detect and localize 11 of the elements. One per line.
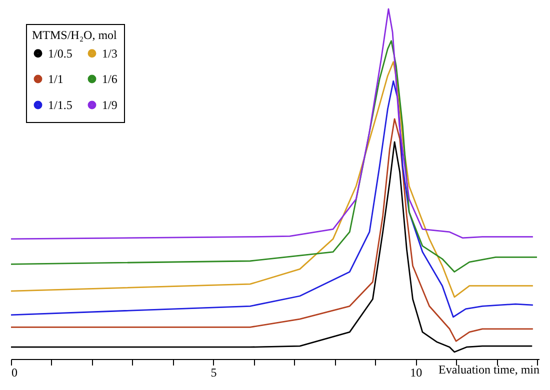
- legend-label: 1/1.5: [48, 98, 72, 112]
- x-tick-label: 5: [210, 366, 217, 380]
- legend-label: 1/9: [102, 98, 118, 112]
- x-tick-label: 0: [12, 366, 18, 380]
- legend-label: 1/0.5: [48, 46, 72, 60]
- legend-label: 1/1: [48, 72, 64, 86]
- legend-title: MTMS/H₂O, mol: [32, 28, 118, 42]
- x-axis-title: Evaluation time, min: [438, 362, 540, 376]
- legend-label: 1/6: [102, 72, 118, 86]
- x-tick-label: 10: [410, 366, 422, 380]
- legend-label: 1/3: [102, 46, 118, 60]
